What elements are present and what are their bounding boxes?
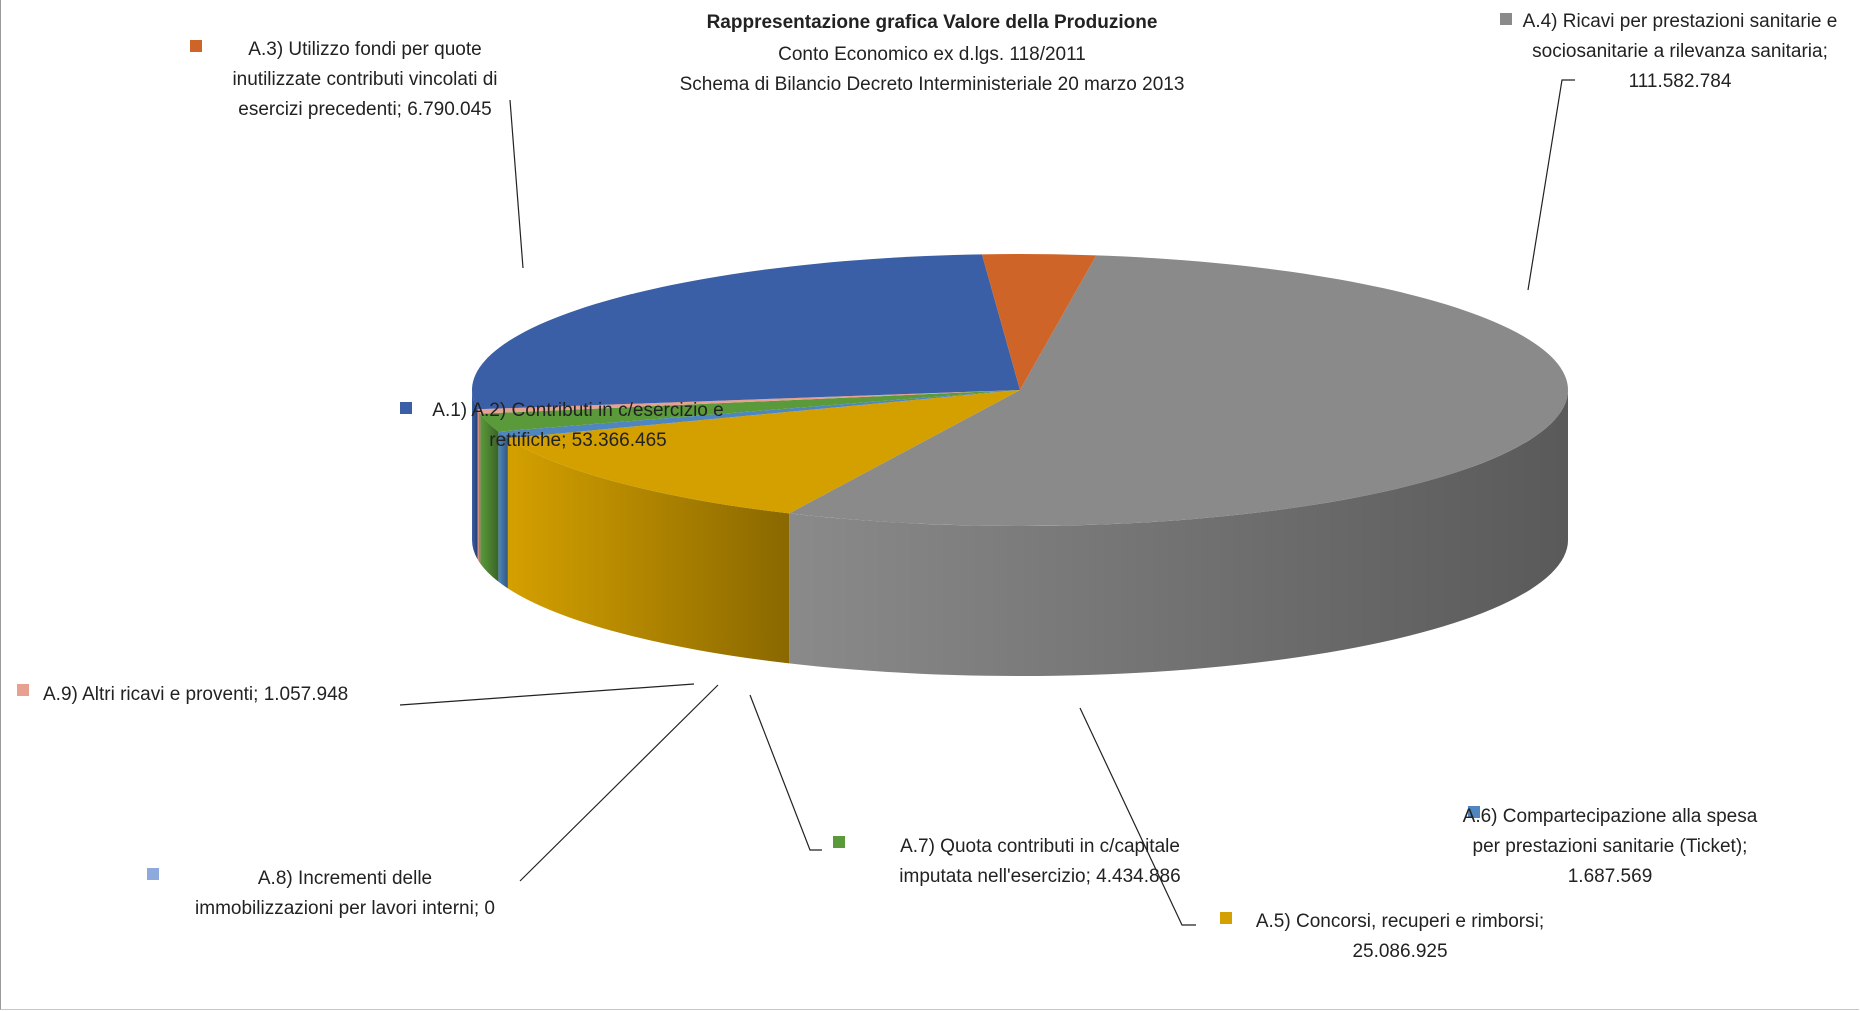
pie-slice-a9 — [477, 390, 1021, 414]
pie-side-shade-a5 — [507, 438, 790, 664]
leader-lines — [399, 79, 1575, 926]
label-marker-a12 — [400, 402, 412, 414]
pie-slices — [471, 254, 1569, 526]
pie-slice-a7 — [480, 390, 1020, 432]
pie-slice-a12 — [471, 254, 1020, 410]
pie-slice-a6 — [498, 390, 1021, 439]
data-label-a5-line-2: 25.086.925 — [1352, 941, 1447, 962]
label-marker-a9 — [17, 684, 29, 696]
leader-line-a3 — [509, 99, 524, 269]
data-labels: A.4) Ricavi per prestazioni sanitarie e s… — [17, 11, 1837, 962]
data-label-a4-line-1: A.4) Ricavi per prestazioni sanitarie e — [1523, 11, 1838, 32]
label-marker-a6 — [1468, 806, 1480, 818]
leader-line-a7 — [749, 694, 822, 851]
data-label-a8-line-1: A.8) Incrementi delle — [258, 868, 432, 889]
leader-line-a8 — [519, 684, 719, 882]
data-label-a9-line-1: A.9) Altri ricavi e proventi; 1.057.948 — [43, 684, 348, 705]
data-label-a3-line-1: A.3) Utilizzo fondi per quote — [248, 39, 481, 60]
chart-subtitle-line-2: Schema di Bilancio Decreto Interminister… — [680, 74, 1185, 95]
label-marker-a7 — [833, 836, 845, 848]
pie-side-shade-a12 — [472, 390, 478, 560]
data-label-a7-line-2: imputata nell'esercizio; 4.434.886 — [899, 866, 1180, 887]
pie-slice-a4 — [789, 255, 1569, 526]
data-label-a12-line-2: rettifiche; 53.366.465 — [489, 430, 666, 451]
data-label-a3-line-2: inutilizzate contributi vincolati di — [232, 69, 497, 90]
pie-side-shade-a4 — [789, 390, 1568, 676]
pie-side-shade-a6 — [498, 431, 508, 589]
chart-title-group: Rappresentazione grafica Valore della Pr… — [680, 12, 1185, 95]
label-marker-a3 — [190, 40, 202, 52]
chart-subtitle-line-1: Conto Economico ex d.lgs. 118/2011 — [778, 44, 1086, 65]
data-label-a4-line-2: sociosanitarie a rilevanza sanitaria; — [1532, 41, 1828, 62]
pie-side-shade-a7 — [480, 413, 499, 582]
label-marker-a8 — [147, 868, 159, 880]
pie-slice-a3 — [981, 254, 1097, 390]
data-label-a6-line-2: per prestazioni sanitarie (Ticket); — [1473, 836, 1748, 857]
leader-line-a5 — [1079, 707, 1196, 926]
data-label-a8-line-2: immobilizzazioni per lavori interni; 0 — [195, 898, 495, 919]
pie-slice-a5 — [507, 390, 1021, 514]
data-label-a3-line-3: esercizi precedenti; 6.790.045 — [238, 99, 492, 120]
label-marker-a5 — [1220, 912, 1232, 924]
leader-line-a4 — [1527, 79, 1575, 291]
chart-title: Rappresentazione grafica Valore della Pr… — [707, 12, 1158, 33]
pie-side-shade-a9 — [477, 409, 481, 564]
data-label-a6-line-1: A.6) Compartecipazione alla spesa — [1463, 806, 1758, 827]
pie-sides — [472, 390, 1568, 676]
data-label-a6-line-3: 1.687.569 — [1568, 866, 1653, 887]
data-label-a12-line-1: A.1) A.2) Contributi in c/esercizio e — [432, 400, 723, 421]
data-label-a7-line-1: A.7) Quota contributi in c/capitale — [900, 836, 1180, 857]
data-label-a5-line-1: A.5) Concorsi, recuperi e rimborsi; — [1256, 911, 1544, 932]
data-label-a4-line-3: 111.582.784 — [1629, 71, 1732, 92]
label-marker-a4 — [1500, 13, 1512, 25]
leader-line-a9 — [399, 683, 695, 706]
